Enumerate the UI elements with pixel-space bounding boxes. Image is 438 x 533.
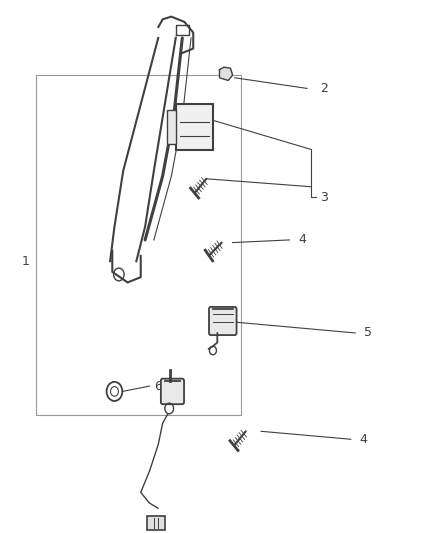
Text: 2: 2	[319, 82, 327, 95]
Text: 1: 1	[21, 255, 29, 268]
Text: 6: 6	[153, 379, 161, 393]
Text: 3: 3	[319, 191, 327, 204]
Text: 4: 4	[297, 233, 305, 246]
Bar	[166, 110, 175, 144]
Bar	[35, 75, 241, 415]
FancyBboxPatch shape	[160, 378, 184, 404]
Polygon shape	[219, 67, 232, 80]
FancyBboxPatch shape	[208, 307, 236, 335]
Bar	[147, 516, 164, 530]
Bar	[175, 104, 212, 150]
Text: 5: 5	[363, 326, 371, 340]
Text: 4: 4	[359, 433, 367, 446]
